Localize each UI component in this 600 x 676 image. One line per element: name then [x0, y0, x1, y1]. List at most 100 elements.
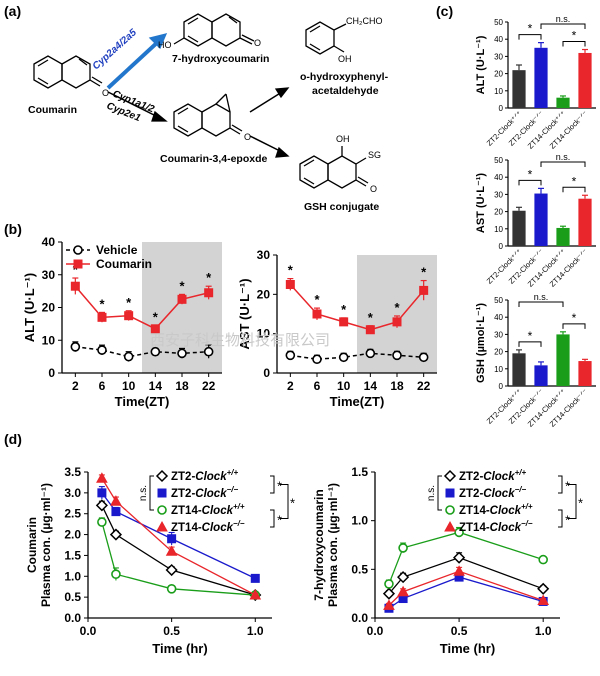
chart-d-coumarin: 0.0 0.5 1.0 1.5 2.0 2.5 3.0 3.5 0.0 0.5 1.0 Time (h… [25, 465, 295, 656]
legend-marker [445, 488, 455, 498]
significance-mark: * [126, 295, 132, 310]
bar [512, 70, 526, 108]
legend-label: Vehicle [96, 243, 138, 257]
bracket-label: * [528, 167, 533, 181]
data-point [166, 583, 177, 594]
bracket-label: * [572, 29, 577, 43]
y-tick-label: 10 [494, 87, 503, 96]
series-line-2 [388, 531, 544, 585]
legend-genotype: −/− [227, 485, 239, 494]
bracket-label: * [572, 311, 577, 325]
series-line-1 [388, 576, 544, 609]
legend-genotype: +/+ [521, 502, 533, 511]
x-tick-label: 18 [390, 379, 404, 393]
legend-gene: Clock [195, 488, 227, 500]
legend-prefix: ZT2- [459, 471, 483, 483]
series-line-2 [101, 521, 256, 596]
y-tick-label: 20 [494, 348, 503, 357]
data-point [96, 472, 108, 483]
legend-gene: Clock [490, 505, 522, 517]
legend-bracket-left [437, 475, 442, 511]
x-tick-label: 22 [417, 379, 431, 393]
label-aldehyde-1: o-hydroxyphenyl- [300, 71, 389, 83]
data-point [285, 280, 295, 289]
significance-bracket [518, 341, 542, 347]
legend-genotype: −/− [515, 485, 527, 494]
x-axis-label: Time (hr) [152, 641, 207, 656]
x-tick-label: 22 [202, 379, 216, 393]
significance-bracket [518, 301, 564, 307]
x-axis-label: Time (hr) [440, 641, 495, 656]
y-tick-label: 30 [42, 268, 56, 282]
bar [556, 227, 570, 246]
significance-mark: * [206, 270, 212, 285]
data-point [97, 488, 107, 498]
x-tick-label: 10 [122, 379, 136, 393]
data-point [397, 585, 409, 597]
legend-genotype: −/− [233, 519, 245, 528]
data-point [365, 348, 376, 359]
bar [578, 361, 592, 386]
y-tick-label: 0.5 [64, 590, 81, 604]
legend-marker [73, 245, 83, 255]
data-point [165, 563, 178, 577]
legend-prefix: ZT2- [171, 471, 195, 483]
x-tick-label: 18 [175, 379, 189, 393]
data-point [167, 534, 177, 544]
y-tick-label: 10 [42, 333, 56, 347]
y-tick-label: 2.0 [64, 528, 81, 542]
data-point [538, 554, 548, 565]
series-line-1 [289, 283, 425, 331]
data-point [123, 351, 134, 362]
legend-label: ZT2-Clock+/+ [171, 468, 239, 483]
legend-bracket-top [270, 475, 275, 494]
data-point [453, 551, 466, 564]
data-point [419, 285, 429, 295]
y-tick-label: 1.5 [351, 465, 368, 479]
bracket-label: * [528, 329, 533, 343]
legend-prefix: ZT14- [171, 505, 202, 517]
legend-label: ZT2-Clock−/− [459, 485, 527, 500]
data-point [70, 341, 81, 352]
coumarin-structure [33, 55, 103, 89]
legend-label: ZT2-Clock−/− [171, 485, 239, 500]
legend-marker [156, 520, 168, 532]
x-tick-label: 1.0 [535, 624, 552, 638]
bracket-label: n.s. [556, 152, 571, 162]
bracket-label: n.s. [556, 14, 571, 24]
data-point [109, 528, 122, 541]
data-point [397, 571, 410, 584]
label-oh-aldehyde: OH [338, 54, 352, 64]
legend-star: * [277, 513, 282, 528]
y-tick-label: 30 [494, 330, 503, 339]
y-tick-label: 40 [494, 313, 503, 322]
legend-bracket-outer [280, 484, 289, 519]
x-tick-label: 10 [337, 379, 351, 393]
data-point [204, 288, 214, 298]
legend-prefix: ZT14- [171, 522, 202, 534]
label-aldehyde-group: CH₂CHO [346, 16, 383, 26]
y-tick-label: 0 [48, 366, 55, 380]
bar [578, 52, 592, 108]
legend-star: * [565, 513, 570, 528]
data-point [365, 325, 375, 335]
y-tick-label: 0.0 [64, 611, 81, 625]
legend-ns: n.s. [426, 485, 437, 501]
pathway-diagram [33, 13, 369, 189]
label-gsh: GSH conjugate [304, 201, 379, 213]
x-tick-label: 2 [287, 379, 294, 393]
significance-mark: * [394, 300, 400, 315]
legend-bracket-bottom [558, 509, 563, 528]
significance-mark: * [73, 262, 79, 277]
y-tick-label: 2.5 [64, 507, 81, 521]
y-axis-label-1: 7-hydroxycoumarin [312, 489, 326, 600]
bar [534, 47, 548, 108]
bar [534, 365, 548, 386]
gsh-structure [299, 146, 369, 189]
y-tick-label: 0.0 [351, 611, 368, 625]
chart-d-hydroxy: 0.0 0.5 1.0 1.5 0.0 0.5 1.0 Time (hr) 7-hydroxyc… [312, 465, 583, 656]
y-tick-label: 1.0 [351, 514, 368, 528]
bar [556, 334, 570, 386]
